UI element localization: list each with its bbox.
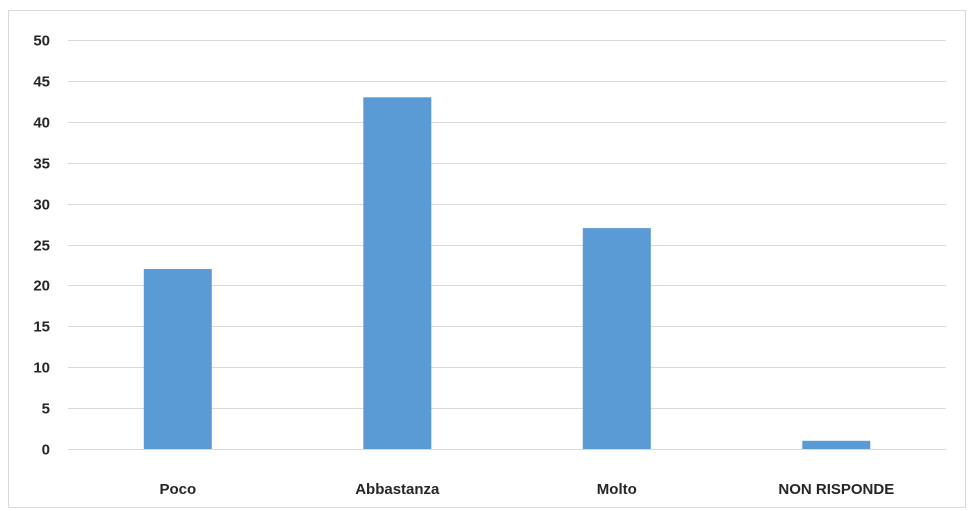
bar-non-risponde [802,440,871,449]
bar-abbastanza [363,97,432,450]
y-tick-label-50: 50 [33,33,50,50]
y-tick-label-10: 10 [33,360,50,377]
category-labels: Poco Abbastanza Molto NON RISPONDE [159,481,894,498]
y-tick-label-40: 40 [33,115,50,132]
gridlines [68,40,946,409]
y-tick-label-0: 0 [42,442,50,459]
y-tick-label-45: 45 [33,74,50,91]
bar-poco [143,269,212,449]
x-tick-label-non-risponde: NON RISPONDE [778,481,894,498]
bar-molto [582,228,651,449]
x-tick-label-poco: Poco [159,481,196,498]
y-tick-label-30: 30 [33,197,50,214]
y-tick-label-5: 5 [42,401,50,418]
y-tick-label-15: 15 [33,319,50,336]
y-axis-ticks: 0 5 10 15 20 25 30 35 40 45 50 [33,33,50,459]
x-tick-label-abbastanza: Abbastanza [355,481,440,498]
x-tick-label-molto: Molto [597,481,637,498]
bars [143,97,871,450]
y-tick-label-20: 20 [33,278,50,295]
y-tick-label-25: 25 [33,238,50,255]
y-tick-label-35: 35 [33,156,50,173]
